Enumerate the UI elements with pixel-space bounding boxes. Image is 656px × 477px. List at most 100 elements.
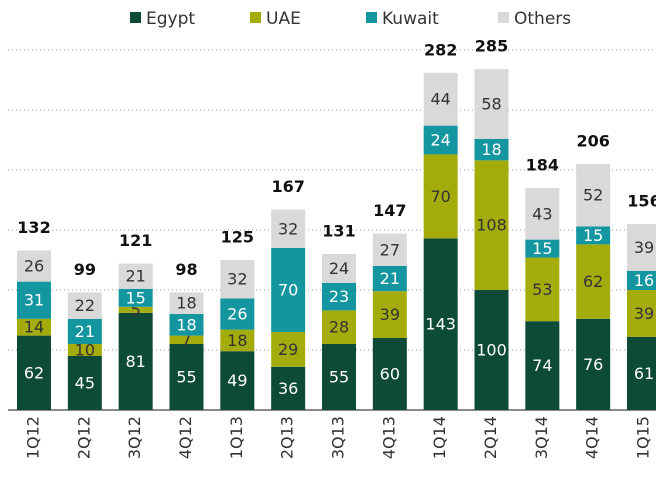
bar-segment [322, 344, 356, 410]
value-label: 24 [430, 131, 450, 150]
bar-segment [67, 356, 102, 410]
value-label: 81 [125, 352, 145, 371]
bar-segment [220, 351, 255, 410]
value-label: 61 [634, 364, 654, 383]
value-label: 26 [24, 257, 44, 276]
bar-segment [525, 257, 560, 322]
bar-segment [220, 298, 255, 330]
value-label: 70 [278, 281, 298, 300]
total-label: 99 [74, 260, 96, 279]
value-label: 18 [176, 315, 196, 334]
value-label: 70 [430, 187, 450, 206]
total-label: 132 [17, 218, 50, 237]
value-label: 62 [24, 363, 44, 382]
value-label: 16 [634, 271, 654, 290]
total-label: 184 [526, 156, 559, 175]
value-label: 100 [476, 341, 507, 360]
bar-segment [372, 291, 407, 338]
bar-segment [271, 209, 306, 248]
bar-segment [423, 125, 458, 155]
value-label: 29 [278, 340, 298, 359]
bar-segment [271, 366, 306, 410]
bar-segment [627, 224, 656, 271]
total-label: 121 [119, 231, 152, 250]
value-label: 18 [176, 294, 196, 313]
x-tick-label: 2Q12 [74, 416, 93, 459]
total-label: 167 [271, 177, 304, 196]
bar-segment [372, 266, 407, 292]
bar-segment [372, 338, 407, 410]
bar-segment [576, 244, 611, 319]
value-label: 21 [75, 322, 95, 341]
legend-swatch [498, 12, 509, 23]
legend-label: UAE [266, 9, 301, 29]
x-tick-label: 1Q13 [227, 416, 246, 459]
bar-segment [627, 336, 656, 410]
value-label: 43 [532, 204, 552, 223]
total-label: 125 [221, 228, 254, 247]
value-label: 53 [532, 280, 552, 299]
x-tick-label: 2Q13 [278, 416, 297, 459]
value-label: 74 [532, 356, 552, 375]
value-label: 52 [583, 186, 603, 205]
bar-segment [17, 250, 51, 282]
value-label: 21 [380, 269, 400, 288]
value-label: 62 [583, 272, 603, 291]
value-label: 7 [181, 330, 191, 349]
value-label: 31 [24, 291, 44, 310]
x-tick-label: 1Q12 [24, 416, 43, 459]
bar-segment [118, 306, 153, 313]
value-label: 28 [329, 318, 349, 337]
total-label: 282 [424, 40, 457, 59]
x-tick-label: 4Q12 [176, 416, 195, 459]
bar-segment [474, 69, 509, 139]
total-label: 147 [373, 201, 406, 220]
x-tick-label: 3Q12 [125, 416, 144, 459]
value-label: 15 [125, 288, 145, 307]
value-label: 55 [176, 368, 196, 387]
x-tick-label: 3Q14 [532, 416, 551, 459]
bar-segment [423, 154, 458, 239]
bar-segment [67, 344, 102, 356]
legend-swatch [366, 12, 377, 23]
bar-segment [525, 239, 560, 258]
bar-segment [220, 260, 255, 299]
bar-segment [322, 254, 356, 283]
x-tick-label: 1Q15 [634, 416, 653, 459]
value-label: 21 [125, 267, 145, 286]
bar-segment [118, 312, 153, 410]
x-tick-label: 4Q14 [583, 416, 602, 459]
value-label: 5 [131, 300, 141, 319]
legend-swatch [250, 12, 261, 23]
total-label: 206 [576, 132, 609, 151]
bar-segment [474, 160, 509, 290]
bar-segment [576, 226, 611, 245]
x-tick-label: 2Q14 [481, 416, 500, 459]
value-label: 22 [75, 296, 95, 315]
bar-segment [169, 292, 204, 314]
value-label: 76 [583, 355, 603, 374]
bar-segment [322, 282, 356, 311]
bar-segment [627, 290, 656, 337]
value-label: 24 [329, 259, 349, 278]
value-label: 15 [532, 239, 552, 258]
value-label: 36 [278, 379, 298, 398]
legend-label: Kuwait [382, 9, 439, 29]
total-label: 131 [322, 222, 355, 241]
x-tick-label: 4Q13 [379, 416, 398, 459]
total-label: 98 [175, 260, 197, 279]
bar-segment [271, 332, 306, 367]
value-label: 58 [481, 95, 501, 114]
value-label: 60 [380, 365, 400, 384]
total-label: 285 [475, 37, 508, 56]
value-label: 108 [476, 216, 507, 235]
value-label: 39 [634, 304, 654, 323]
bar-segment [169, 335, 204, 344]
total-label: 156 [627, 192, 656, 211]
legend-label: Others [514, 9, 571, 29]
bar-segment [271, 248, 306, 332]
value-label: 44 [430, 90, 450, 109]
bar-segment [525, 321, 560, 410]
value-label: 18 [227, 331, 247, 350]
